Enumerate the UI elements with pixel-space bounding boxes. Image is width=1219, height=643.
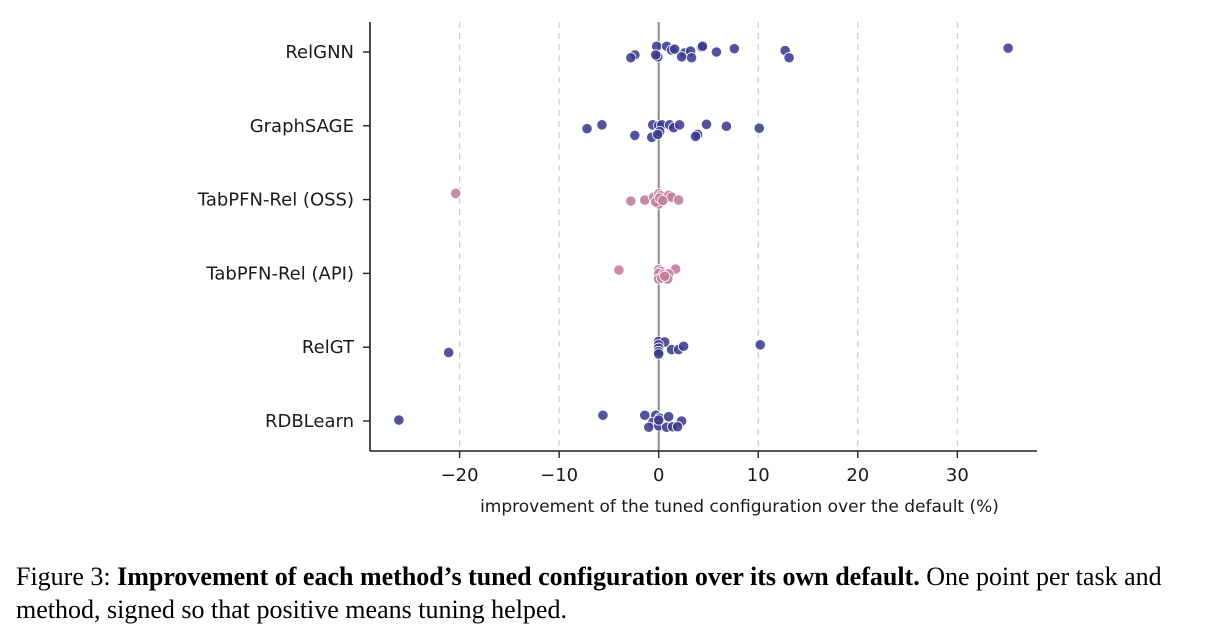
axes — [363, 22, 1037, 458]
data-point — [393, 414, 405, 426]
x-tick-label: −10 — [540, 465, 578, 486]
data-point — [674, 119, 686, 131]
y-category-label: GraphSAGE — [250, 116, 354, 137]
data-point — [613, 264, 625, 276]
data-point — [629, 129, 641, 141]
data-point — [689, 130, 702, 142]
x-tick-label: 20 — [846, 465, 869, 486]
y-category-label: TabPFN-Rel (API) — [205, 263, 354, 284]
data-point — [685, 52, 698, 64]
caption-bold: Improvement of each method’s tuned confi… — [117, 562, 920, 591]
data-point — [657, 194, 669, 207]
data-point — [753, 122, 765, 134]
caption-rest: One point per task and method, signed so… — [16, 562, 1162, 624]
series-1 — [581, 118, 765, 143]
data-point — [672, 421, 684, 433]
data-point — [625, 195, 637, 207]
data-point — [650, 49, 662, 61]
data-point — [581, 123, 593, 135]
data-point — [450, 187, 462, 199]
data-point — [659, 270, 671, 282]
series-5 — [393, 409, 688, 433]
data-point — [596, 119, 608, 131]
x-tick-label: −20 — [441, 465, 479, 486]
data-point — [443, 346, 455, 359]
y-category-label: RelGNN — [285, 42, 354, 63]
data-point — [653, 348, 665, 360]
data-point — [700, 118, 713, 130]
y-category-label: RelGT — [302, 337, 355, 358]
data-point — [652, 128, 664, 141]
series-2 — [450, 187, 685, 210]
scatter-chart: −20 −10 0 10 20 30 RelGNN GraphSAGE TabPFN-Rel (… — [197, 22, 1037, 517]
data-point — [675, 51, 688, 63]
data-point — [696, 40, 709, 52]
data-point — [653, 414, 665, 426]
data-point — [597, 409, 609, 421]
x-tick-label: 10 — [747, 465, 770, 486]
y-category-label: TabPFN-Rel (OSS) — [197, 190, 354, 211]
chart-container: −20 −10 0 10 20 30 RelGNN GraphSAGE TabPFN-Rel (… — [197, 22, 1037, 517]
data-point — [710, 46, 723, 58]
data-point — [673, 194, 685, 206]
data-point — [625, 52, 637, 64]
series-0 — [625, 40, 1014, 64]
data-point — [754, 339, 766, 351]
data-point — [663, 411, 675, 423]
data-point — [669, 43, 681, 55]
series-4 — [443, 335, 766, 360]
caption-prefix: Figure 3: — [16, 562, 118, 591]
data-point — [677, 340, 690, 352]
series-3 — [613, 263, 682, 285]
x-tick-label: 0 — [653, 465, 664, 486]
x-tick-label: 30 — [946, 465, 969, 486]
figure-caption: Figure 3: Improvement of each method’s t… — [16, 560, 1206, 626]
data-point — [720, 120, 732, 132]
y-category-label: RDBLearn — [265, 411, 354, 432]
data-point — [728, 43, 740, 55]
data-point — [783, 52, 795, 64]
data-point — [643, 421, 655, 433]
data-points — [393, 40, 1014, 433]
data-point — [1002, 42, 1014, 54]
x-axis-title: improvement of the tuned configuration o… — [480, 497, 999, 517]
data-point — [639, 409, 651, 421]
gridlines — [458, 22, 958, 451]
axis-labels: −20 −10 0 10 20 30 RelGNN GraphSAGE TabPFN-Rel (… — [197, 42, 969, 486]
